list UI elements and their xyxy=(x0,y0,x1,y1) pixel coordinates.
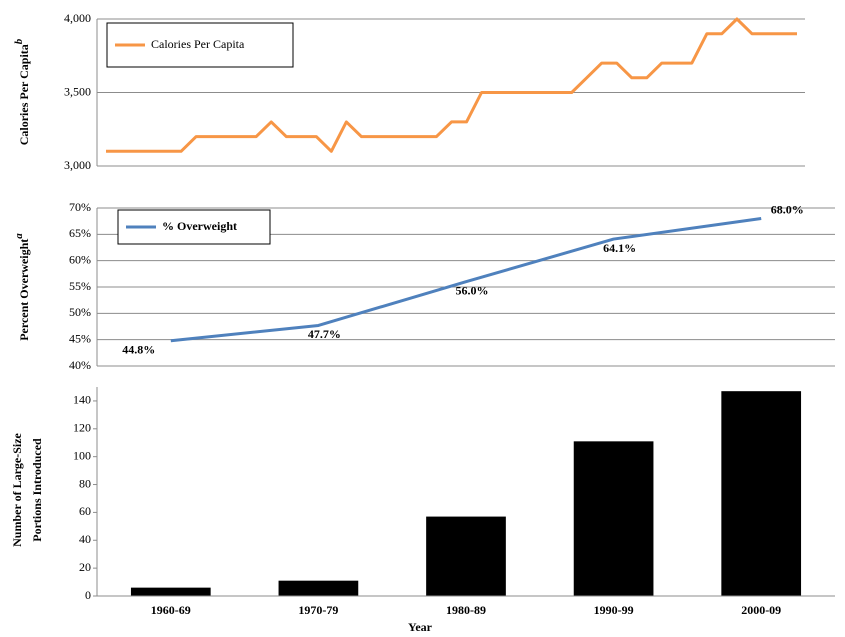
x-tick-label: 1990-99 xyxy=(594,603,634,617)
x-tick-label: 1960-69 xyxy=(151,603,191,617)
y-axis-label: Percent Overweighta xyxy=(13,233,31,341)
y-tick-label: 100 xyxy=(73,448,91,462)
x-tick-label: 2000-09 xyxy=(741,603,781,617)
data-label: 68.0% xyxy=(771,202,804,216)
y-tick-label: 40% xyxy=(69,358,91,372)
y-tick-label: 55% xyxy=(69,279,91,293)
y-axis-label-sup: a xyxy=(13,233,25,239)
y-axis-label-text: Calories Per Capita xyxy=(17,44,31,145)
y-tick-label: 140 xyxy=(73,393,91,407)
y-tick-label: 120 xyxy=(73,421,91,435)
y-tick-label: 3,000 xyxy=(64,158,91,172)
y-tick-label: 60% xyxy=(69,252,91,266)
legend-label: Calories Per Capita xyxy=(151,37,245,51)
y-tick-label: 4,000 xyxy=(64,11,91,25)
bar xyxy=(278,580,359,596)
bar xyxy=(721,391,802,596)
bar xyxy=(130,587,211,596)
y-tick-label: 0 xyxy=(85,588,91,602)
y-tick-label: 40 xyxy=(79,532,91,546)
y-tick-label: 45% xyxy=(69,331,91,345)
y-tick-label: 50% xyxy=(69,305,91,319)
y-tick-label: 20 xyxy=(79,560,91,574)
x-tick-label: 1970-79 xyxy=(298,603,338,617)
bar xyxy=(426,516,506,596)
legend-label: % Overweight xyxy=(162,219,237,233)
data-label: 56.0% xyxy=(456,283,489,297)
y-tick-label: 80 xyxy=(79,476,91,490)
line-series xyxy=(106,17,797,153)
line-series xyxy=(170,217,762,343)
x-axis-label: Year xyxy=(408,620,433,634)
bar xyxy=(573,441,654,596)
x-tick-label: 1980-89 xyxy=(446,603,486,617)
y-axis-label: Calories Per Capitab xyxy=(13,38,31,145)
data-label: 64.1% xyxy=(603,241,636,255)
data-label: 47.7% xyxy=(308,327,341,341)
y-tick-label: 3,500 xyxy=(64,84,91,98)
y-axis-label: Number of Large-Size xyxy=(10,432,24,546)
y-axis-label-text: Percent Overweight xyxy=(17,239,31,341)
y-tick-label: 65% xyxy=(69,226,91,240)
y-axis-label: Portions Introduced xyxy=(30,438,44,542)
y-tick-label: 60 xyxy=(79,504,91,518)
data-label: 44.8% xyxy=(122,342,155,356)
y-axis-label-sup: b xyxy=(13,38,25,44)
y-tick-label: 70% xyxy=(69,200,91,214)
